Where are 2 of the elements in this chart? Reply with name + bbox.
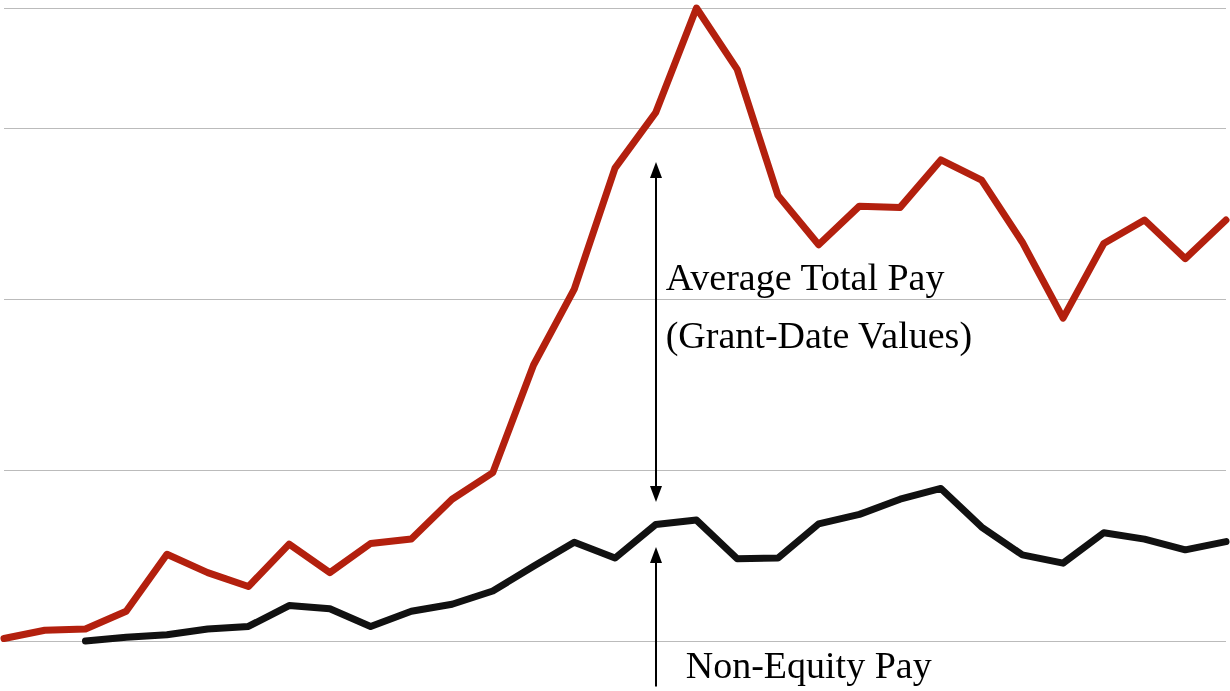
- annotation: Average Total Pay (Grant-Date Values): [665, 255, 973, 359]
- text: Non-Equity Pay: [685, 643, 932, 687]
